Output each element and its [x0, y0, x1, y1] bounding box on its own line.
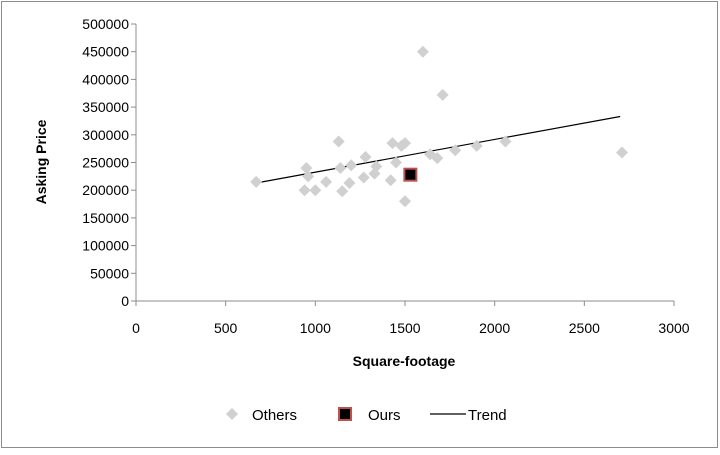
legend-ours-label: Ours	[368, 407, 401, 424]
others-point	[431, 152, 444, 165]
others-point	[309, 184, 322, 197]
others-point	[298, 184, 311, 197]
y-tick-label: 300000	[82, 127, 129, 143]
y-tick-label: 50000	[90, 265, 129, 281]
others-point	[436, 88, 449, 101]
x-tick-label: 1500	[389, 320, 420, 336]
others-point	[357, 171, 370, 184]
chart-border	[1, 1, 718, 448]
others-point	[615, 146, 628, 159]
others-point	[336, 185, 349, 198]
y-axis-title: Asking Price	[33, 119, 49, 204]
y-tick-label: 450000	[82, 44, 129, 60]
others-point	[470, 139, 483, 152]
x-tick-label: 2500	[569, 320, 600, 336]
y-tick-label: 200000	[82, 182, 129, 198]
others-point	[345, 159, 358, 172]
y-tick-label: 100000	[82, 238, 129, 254]
others-point	[386, 137, 399, 150]
others-point	[399, 195, 411, 208]
chart-legend: Others Ours Trend	[226, 407, 507, 424]
legend-trend-label: Trend	[468, 407, 507, 424]
x-tick-label: 3000	[658, 320, 689, 336]
others-point	[250, 175, 263, 188]
others-point	[384, 174, 397, 187]
others-point	[390, 156, 403, 169]
others-point	[300, 162, 313, 175]
plot-area: 0 50000 100000 150000 200000 250000 300000 3500…	[82, 16, 689, 336]
x-tick-label: 1000	[300, 320, 331, 336]
legend-others-label: Others	[252, 407, 297, 424]
others-point	[302, 170, 315, 183]
trend-line	[256, 115, 621, 184]
x-tick-label: 0	[132, 320, 140, 336]
others-point	[332, 135, 345, 148]
x-tick-label: 500	[214, 320, 238, 336]
y-tick-label: 400000	[82, 71, 129, 87]
y-tick-label: 150000	[82, 210, 129, 226]
others-point	[343, 176, 356, 189]
y-tick-label: 0	[121, 293, 129, 309]
others-point	[334, 162, 347, 175]
others-point	[416, 45, 429, 58]
others-point	[320, 175, 333, 188]
legend-others-icon	[226, 408, 238, 420]
x-axis-title: Square-footage	[353, 353, 456, 369]
others-point	[359, 150, 372, 163]
others-point	[370, 160, 383, 173]
others-point	[499, 135, 512, 148]
others-point	[399, 137, 411, 150]
legend-ours-icon	[338, 407, 352, 421]
y-tick-label: 250000	[82, 155, 129, 171]
x-tick-label: 2000	[479, 320, 510, 336]
y-tick-label: 500000	[82, 16, 129, 32]
ours-point	[403, 167, 418, 182]
others-point	[449, 144, 462, 157]
y-tick-label: 350000	[82, 99, 129, 115]
